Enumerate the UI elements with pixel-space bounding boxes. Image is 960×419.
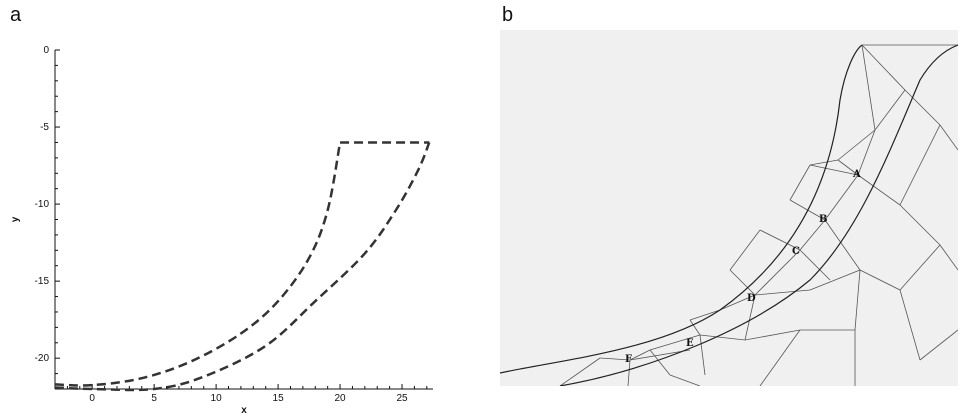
mesh-edge-9	[824, 174, 859, 221]
mesh-edge-2	[861, 44, 906, 91]
mesh-edge-39	[759, 329, 801, 386]
x-tick-label-5: 25	[396, 393, 408, 404]
mesh-inner-boundary	[500, 44, 863, 374]
mesh-label-d: D	[747, 293, 756, 304]
mesh-edge-8	[809, 164, 859, 176]
mesh-edge-49	[669, 374, 701, 386]
y-axis-title: y	[10, 216, 21, 222]
mesh-label-a: A	[852, 169, 861, 180]
mesh-label-c: C	[792, 246, 800, 257]
mesh-edge-35	[899, 289, 921, 361]
mesh-edge-18	[799, 249, 831, 281]
mesh-edge-44	[559, 357, 601, 386]
mesh-edge-7	[837, 159, 859, 176]
mesh-edge-23	[699, 334, 746, 341]
mesh-edge-43	[689, 309, 721, 321]
mesh-label-f: F	[625, 354, 632, 365]
y-tick-label-1: -5	[40, 122, 49, 133]
x-axis-title: x	[241, 405, 247, 416]
mesh-edge-41	[939, 244, 958, 271]
mesh-edge-36	[854, 269, 861, 331]
mesh-edge-33	[809, 269, 861, 291]
y-tick-label-4: -20	[35, 353, 50, 364]
mesh-edge-12	[899, 204, 941, 246]
y-ticks: 0 -5 -10 -15 -20	[35, 45, 60, 390]
series-line-0	[54, 142, 342, 387]
mesh-edge-11	[899, 124, 941, 206]
mesh-edge-3	[874, 89, 906, 131]
mesh-edge-16	[759, 229, 801, 251]
mesh-edge-29	[649, 349, 671, 376]
mesh-edge-40	[919, 329, 958, 361]
mesh-edge-15	[824, 219, 861, 271]
mesh-edge-31	[627, 359, 631, 386]
x-tick-label-1: 5	[151, 393, 157, 404]
mesh-point-labels: A B C D E F	[625, 169, 861, 365]
panel-b-label: b	[502, 4, 514, 26]
mesh-edge-14	[799, 219, 826, 251]
mesh-edge-17	[754, 249, 801, 296]
mesh-edge-4	[904, 89, 941, 126]
y-tick-label-0: 0	[43, 45, 49, 56]
x-tick-label-2: 10	[211, 393, 223, 404]
mesh-edge-27	[699, 334, 706, 376]
mesh-edge-47	[729, 229, 761, 271]
mesh-edges	[559, 44, 958, 386]
mesh-edge-45	[789, 164, 811, 201]
x-tick-label-4: 20	[334, 393, 346, 404]
mesh-edge-22	[744, 294, 756, 341]
mesh-edge-24	[744, 329, 801, 341]
mesh-label-e: E	[686, 338, 694, 349]
curve-plot: 0 -5 -10 -15 -20 0 5 10 15 20 25 x y	[10, 45, 433, 416]
mesh-edge-28	[629, 349, 651, 361]
mesh-edge-21	[754, 289, 811, 296]
mesh-edge-42	[939, 124, 958, 151]
mesh-figure: A B C D E F	[500, 30, 958, 386]
plot-axes	[54, 50, 433, 390]
x-tick-label-0: 0	[89, 393, 95, 404]
mesh-edge-10	[857, 174, 901, 206]
mesh-edge-34	[899, 244, 941, 291]
mesh-edge-6	[857, 129, 876, 176]
x-tick-label-3: 15	[273, 393, 285, 404]
y-tick-label-3: -15	[35, 276, 50, 287]
mesh-edge-46	[809, 159, 839, 166]
mesh-edge-1	[861, 44, 876, 131]
mesh-edge-19	[729, 269, 756, 296]
mesh-edge-30	[599, 357, 631, 361]
mesh-edge-20	[719, 294, 756, 311]
mesh-edge-26	[649, 334, 701, 351]
mesh-edge-32	[859, 269, 901, 291]
mesh-edge-25	[689, 319, 701, 336]
panel-a-label: a	[10, 4, 22, 26]
y-tick-label-2: -10	[35, 199, 50, 210]
mesh-background	[500, 30, 958, 386]
mesh-label-b: B	[819, 214, 827, 225]
mesh-outer-boundary	[559, 44, 958, 386]
mesh-edge-5	[837, 129, 876, 161]
x-ticks: 0 5 10 15 20 25	[66, 384, 428, 404]
series-group	[54, 141, 431, 392]
series-line-1	[54, 141, 431, 392]
